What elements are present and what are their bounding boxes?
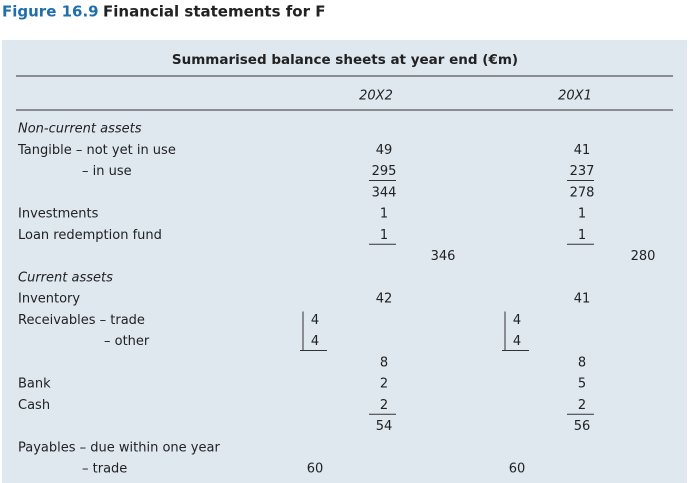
cell-value: 49 [376,143,393,158]
cell-value: 2 [380,398,388,413]
cell-value: 4 [311,334,319,349]
row-label: Loan redemption fund [18,228,162,243]
cell-value: 2 [578,398,586,413]
column-header: 20X2 [359,89,393,104]
cell-value: 5 [578,377,586,392]
cell-value: 42 [376,292,393,307]
cell-value: 295 [372,164,397,179]
cell-value: 280 [631,249,656,264]
row-label: Inventory [18,292,80,307]
row-label: – in use [82,164,132,179]
row-label: Investments [18,207,99,222]
cell-value: 4 [513,334,521,349]
cell-value: 1 [380,207,388,222]
cell-value: 60 [509,462,526,477]
cell-value: 237 [570,164,595,179]
figure-number: Figure 16.9 [2,3,99,21]
cell-value: 41 [574,292,591,307]
cell-value: 1 [380,228,388,243]
row-label: Tangible – not yet in use [17,143,176,158]
cell-value: 4 [311,313,319,328]
cell-value: 4 [513,313,521,328]
cell-value: 344 [372,185,397,200]
panel [2,40,687,483]
column-header: 20X1 [558,89,592,104]
cell-value: 1 [578,207,586,222]
cell-value: 60 [307,462,324,477]
row-label: Bank [18,377,51,392]
row-label: Non-current assets [18,122,142,137]
cell-value: 8 [380,355,388,370]
cell-value: 1 [578,228,586,243]
cell-value: 2 [380,377,388,392]
row-label: Receivables – trade [18,313,145,328]
table-caption: Summarised balance sheets at year end (€… [172,52,518,68]
row-label: Cash [18,398,50,413]
cell-value: 54 [376,419,393,434]
cell-value: 56 [574,419,591,434]
cell-value: 346 [431,249,456,264]
row-label: Current assets [18,270,113,285]
row-label: Payables – due within one year [18,440,220,455]
cell-value: 8 [578,355,586,370]
cell-value: 278 [570,185,595,200]
row-label: – trade [82,462,127,477]
figure-title: Financial statements for F [103,3,325,21]
cell-value: 41 [574,143,591,158]
row-label: – other [104,334,150,349]
